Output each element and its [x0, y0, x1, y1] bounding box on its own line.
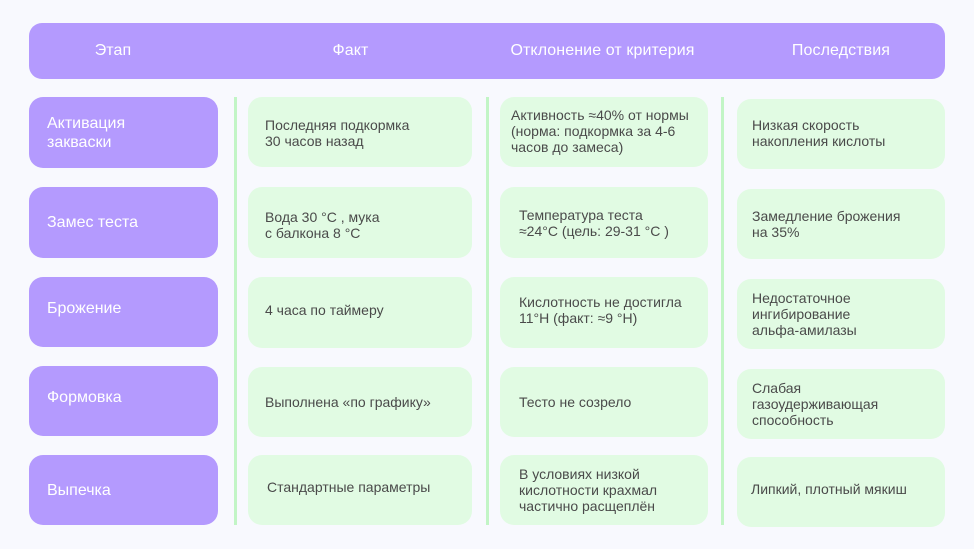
- stage-card: Формовка: [29, 366, 218, 436]
- deviation-card: Кислотность не достигла 11°Н (факт: ≈9 °…: [500, 277, 708, 348]
- fact-card: Стандартные параметры: [248, 455, 472, 525]
- column-divider-3: [721, 97, 724, 525]
- consequence-card: Слабая газоудерживающая способность: [737, 369, 945, 439]
- deviation-card: Активность ≈40% от нормы (норма: подкорм…: [500, 97, 708, 167]
- consequence-card: Липкий, плотный мякиш: [737, 457, 945, 527]
- deviation-card: В условиях низкой кислотности крахмал ча…: [500, 455, 708, 525]
- deviation-card: Тесто не созрело: [500, 367, 708, 437]
- stage-card: Замес теста: [29, 187, 218, 258]
- stage-card: Брожение: [29, 277, 218, 347]
- deviation-card: Температура теста ≈24°C (цель: 29-31 °C …: [500, 187, 708, 258]
- table-header: Этап Факт Отклонение от критерия Последс…: [29, 23, 945, 79]
- fact-card: Вода 30 °C , мука с балкона 8 °C: [248, 187, 472, 258]
- fact-card: 4 часа по таймеру: [248, 277, 472, 348]
- column-divider-1: [234, 97, 237, 525]
- consequence-card: Недостаточное ингибирование альфа-амилаз…: [737, 279, 945, 349]
- consequence-card: Низкая скорость накопления кислоты: [737, 99, 945, 169]
- fact-card: Последняя подкормка 30 часов назад: [248, 97, 472, 167]
- header-consequences: Последствия: [791, 42, 891, 59]
- header-fact: Факт: [332, 42, 369, 59]
- consequence-card: Замедление брожения на 35%: [737, 189, 945, 259]
- column-divider-2: [486, 97, 489, 525]
- stage-card: Активация закваски: [29, 97, 218, 168]
- header-stage: Этап: [94, 42, 132, 59]
- fact-card: Выполнена «по графику»: [248, 367, 472, 437]
- header-deviation: Отклонение от критерия: [510, 42, 695, 59]
- stage-card: Выпечка: [29, 455, 218, 525]
